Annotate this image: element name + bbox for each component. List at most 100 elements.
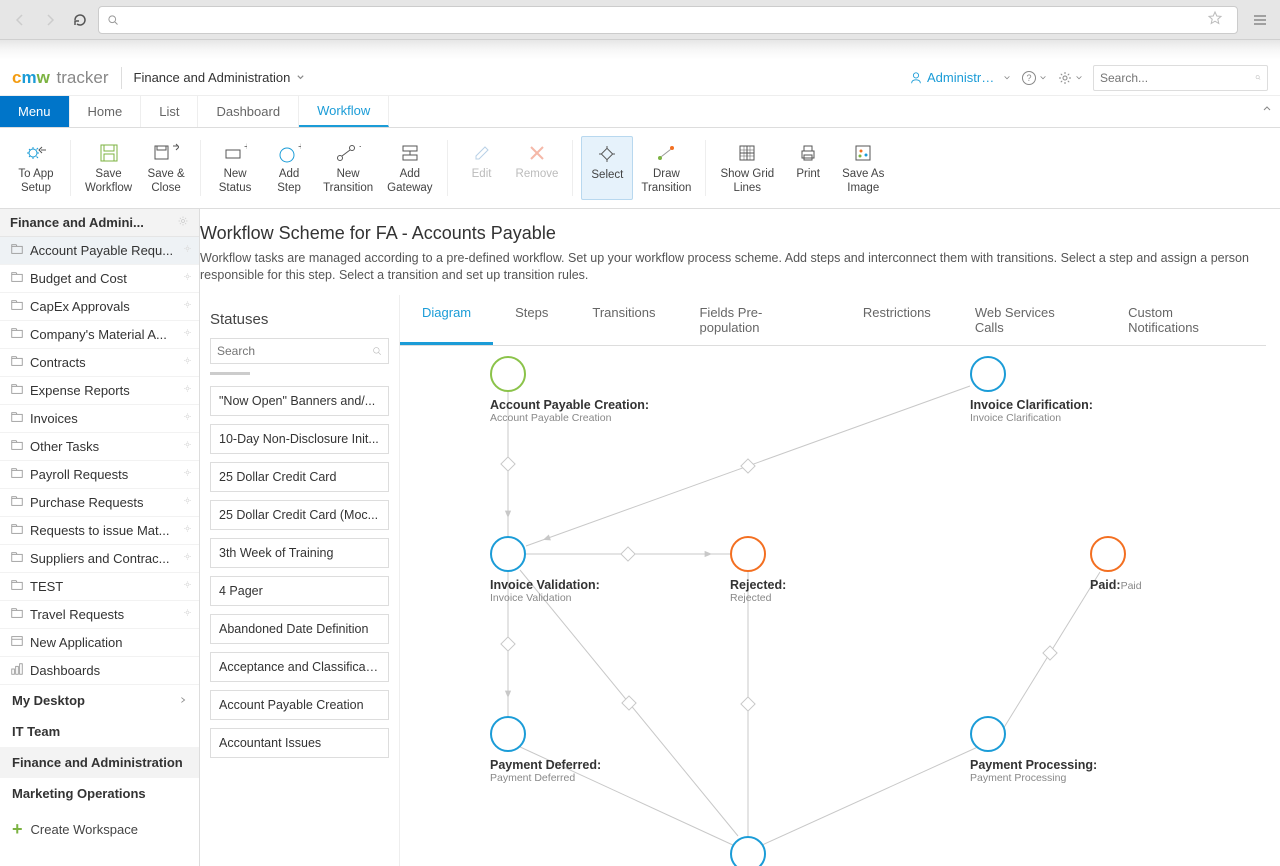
page-description: Workflow tasks are managed according to … xyxy=(200,250,1266,295)
diagram-tab-steps[interactable]: Steps xyxy=(493,295,570,345)
diagram-tab-fields-pre-population[interactable]: Fields Pre-population xyxy=(677,295,840,345)
workflow-node-processing[interactable]: Payment Processing:Payment Processing xyxy=(970,716,1097,784)
workflow-node-paid[interactable]: Paid:Paid xyxy=(1090,536,1142,592)
tool-new-status[interactable]: +New Status xyxy=(209,136,261,200)
status-item[interactable]: 10-Day Non-Disclosure Init... xyxy=(210,424,389,454)
diagram-tab-custom-notifications[interactable]: Custom Notifications xyxy=(1106,295,1266,345)
tool-save-workflow[interactable]: Save Workflow xyxy=(79,136,138,200)
status-item[interactable]: Acceptance and Classificati... xyxy=(210,652,389,682)
workflow-node-deferred[interactable]: Payment Deferred:Payment Deferred xyxy=(490,716,601,784)
tool-draw-transition[interactable]: Draw Transition xyxy=(635,136,697,200)
menu-button[interactable] xyxy=(1248,8,1272,32)
tool-to-app-setup[interactable]: To App Setup xyxy=(10,136,62,200)
status-item[interactable]: 25 Dollar Credit Card xyxy=(210,462,389,492)
status-item[interactable]: 4 Pager xyxy=(210,576,389,606)
nav-tab-home[interactable]: Home xyxy=(70,96,142,127)
reload-button[interactable] xyxy=(68,8,92,32)
chevron-down-icon xyxy=(296,73,305,82)
sidebar-section[interactable]: Marketing Operations xyxy=(0,778,199,809)
logo: cmw tracker xyxy=(12,68,109,88)
tool-new-transition[interactable]: +New Transition xyxy=(317,136,379,200)
diagram-tab-web-services-calls[interactable]: Web Services Calls xyxy=(953,295,1106,345)
diagram-tab-diagram[interactable]: Diagram xyxy=(400,295,493,345)
diagram-canvas[interactable]: Account Payable Creation:Account Payable… xyxy=(400,346,1266,866)
settings-button[interactable] xyxy=(1057,70,1083,86)
sidebar-item[interactable]: CapEx Approvals xyxy=(0,293,199,321)
statuses-title: Statuses xyxy=(200,295,399,338)
svg-text:?: ? xyxy=(1026,73,1031,83)
sidebar-title: Finance and Admini... xyxy=(10,215,144,230)
create-workspace-button[interactable]: + Create Workspace xyxy=(0,809,199,850)
sidebar: Finance and Admini... Account Payable Re… xyxy=(0,209,200,866)
status-item[interactable]: 25 Dollar Credit Card (Moc... xyxy=(210,500,389,530)
sidebar-item[interactable]: Purchase Requests xyxy=(0,489,199,517)
nav-tab-menu[interactable]: Menu xyxy=(0,96,70,127)
toolbar: To App Setup Save WorkflowSave & Close +Ne… xyxy=(0,128,1280,209)
canvas-area: DiagramStepsTransitionsFields Pre-popula… xyxy=(400,295,1266,866)
app-header: cmw tracker Finance and Administration A… xyxy=(0,60,1280,96)
bookmark-icon[interactable] xyxy=(1207,10,1229,29)
workflow-node-creation[interactable]: Account Payable Creation:Account Payable… xyxy=(490,356,649,424)
global-search[interactable] xyxy=(1093,65,1268,91)
workflow-node-validation[interactable]: Invoice Validation:Invoice Validation xyxy=(490,536,600,604)
status-item[interactable]: Accountant Issues xyxy=(210,728,389,758)
sidebar-item[interactable]: Suppliers and Contrac... xyxy=(0,545,199,573)
sidebar-item[interactable]: Account Payable Requ... xyxy=(0,237,199,265)
status-item[interactable]: "Now Open" Banners and/... xyxy=(210,386,389,416)
main: Finance and Admini... Account Payable Re… xyxy=(0,209,1280,866)
gear-icon[interactable] xyxy=(177,215,189,230)
nav-tab-list[interactable]: List xyxy=(141,96,198,127)
tool-save-close[interactable]: Save & Close xyxy=(140,136,192,200)
help-button[interactable]: ? xyxy=(1021,70,1047,86)
workflow-node-bottom[interactable] xyxy=(730,836,766,866)
sidebar-section[interactable]: My Desktop xyxy=(0,685,199,716)
sidebar-item[interactable]: Invoices xyxy=(0,405,199,433)
diagram-tab-transitions[interactable]: Transitions xyxy=(570,295,677,345)
browser-chrome xyxy=(0,0,1280,40)
plus-icon: + xyxy=(12,819,23,840)
sidebar-item[interactable]: Travel Requests xyxy=(0,601,199,629)
forward-button[interactable] xyxy=(38,8,62,32)
back-button[interactable] xyxy=(8,8,32,32)
status-list: "Now Open" Banners and/... 10-Day Non-Dis… xyxy=(200,386,399,866)
scroll-indicator xyxy=(210,372,389,376)
collapse-button[interactable] xyxy=(1262,102,1272,117)
nav-tab-workflow[interactable]: Workflow xyxy=(299,96,389,127)
sidebar-item-new-application[interactable]: New Application xyxy=(0,629,199,657)
search-input[interactable] xyxy=(1100,71,1255,85)
status-search[interactable] xyxy=(210,338,389,364)
workflow-node-clarification[interactable]: Invoice Clarification:Invoice Clarificat… xyxy=(970,356,1093,424)
sidebar-item-dashboards[interactable]: Dashboards xyxy=(0,657,199,685)
tool-save-image[interactable]: Save As Image xyxy=(836,136,890,200)
statuses-panel: Statuses "Now Open" Banners and/... 10-Da… xyxy=(200,295,400,866)
tool-show-grid[interactable]: Show Grid Lines xyxy=(714,136,780,200)
sidebar-item[interactable]: Requests to issue Mat... xyxy=(0,517,199,545)
nav-tab-dashboard[interactable]: Dashboard xyxy=(198,96,299,127)
status-item[interactable]: Account Payable Creation xyxy=(210,690,389,720)
workspace-selector[interactable]: Finance and Administration xyxy=(134,70,306,85)
status-item[interactable]: 3th Week of Training xyxy=(210,538,389,568)
sidebar-item[interactable]: Other Tasks xyxy=(0,433,199,461)
url-bar[interactable] xyxy=(98,6,1238,34)
sidebar-item[interactable]: Company's Material A... xyxy=(0,321,199,349)
tool-print[interactable]: Print xyxy=(782,136,834,200)
sidebar-item[interactable]: Payroll Requests xyxy=(0,461,199,489)
tool-select[interactable]: Select xyxy=(581,136,633,200)
user-menu[interactable]: Administrator xyxy=(909,70,1011,85)
sidebar-item[interactable]: Budget and Cost xyxy=(0,265,199,293)
status-search-input[interactable] xyxy=(217,344,372,358)
sidebar-section[interactable]: IT Team xyxy=(0,716,199,747)
svg-text:+: + xyxy=(359,142,361,153)
tool-edit: Edit xyxy=(456,136,508,200)
sidebar-section[interactable]: Finance and Administration xyxy=(0,747,199,778)
workflow-node-rejected[interactable]: Rejected:Rejected xyxy=(730,536,786,604)
diagram-tab-restrictions[interactable]: Restrictions xyxy=(841,295,953,345)
svg-text:+: + xyxy=(298,142,301,153)
status-item[interactable]: Abandoned Date Definition xyxy=(210,614,389,644)
sidebar-item[interactable]: Expense Reports xyxy=(0,377,199,405)
sidebar-item[interactable]: Contracts xyxy=(0,349,199,377)
sidebar-item[interactable]: TEST xyxy=(0,573,199,601)
create-workspace-label: Create Workspace xyxy=(31,822,138,837)
tool-add-step[interactable]: +Add Step xyxy=(263,136,315,200)
tool-add-gateway[interactable]: Add Gateway xyxy=(381,136,438,200)
